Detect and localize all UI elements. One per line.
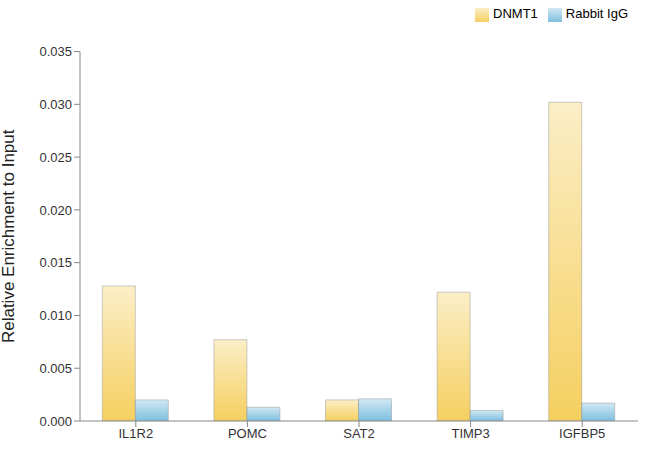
html-text:DNMT1: DNMT1: [493, 6, 538, 21]
svg-text:0.005: 0.005: [39, 361, 72, 376]
html-text:Rabbit IgG: Rabbit IgG: [565, 6, 628, 21]
svg-text:Relative Enrichment to Input: Relative Enrichment to Input: [8, 129, 18, 343]
svg-text:IGFBP5: IGFBP5: [559, 426, 605, 441]
svg-text:0.030: 0.030: [39, 97, 72, 112]
svg-text:0.015: 0.015: [39, 255, 72, 270]
svg-text:POMC: POMC: [228, 426, 267, 441]
svg-text:0.020: 0.020: [39, 203, 72, 218]
svg-text:0.035: 0.035: [39, 44, 72, 59]
svg-text:0.010: 0.010: [39, 308, 72, 323]
svg-text:SAT2: SAT2: [343, 426, 375, 441]
svg-text:IL1R2: IL1R2: [118, 426, 153, 441]
svg-text:0.025: 0.025: [39, 150, 72, 165]
svg-text:TIMP3: TIMP3: [451, 426, 489, 441]
svg-text:0.000: 0.000: [39, 414, 72, 429]
